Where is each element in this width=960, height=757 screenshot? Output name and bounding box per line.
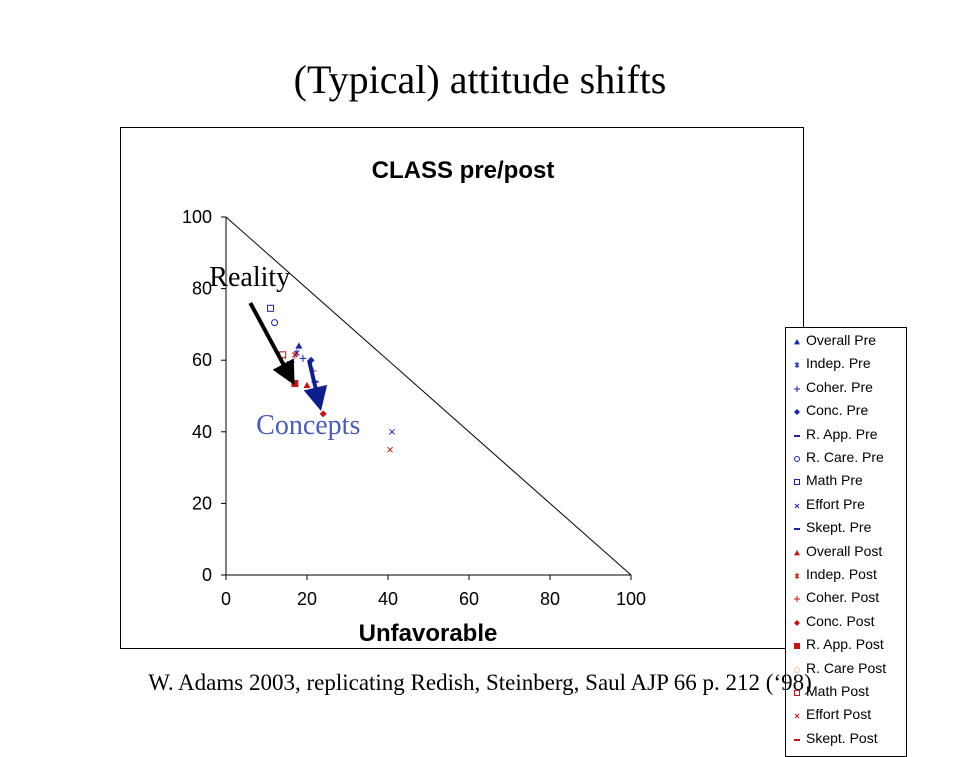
legend-item-effort-post: Effort Post bbox=[786, 704, 908, 727]
y-tick-label-20: 20 bbox=[192, 493, 212, 513]
legend-marker-r-care-post bbox=[794, 666, 800, 673]
point-conc-post bbox=[319, 410, 327, 418]
reality-label: Reality bbox=[209, 261, 291, 293]
legend-label: Math Pre bbox=[806, 472, 863, 489]
legend-marker-r-app-post bbox=[794, 643, 800, 650]
legend-item-coher-pre: Coher. Pre bbox=[786, 377, 908, 400]
legend-label: Skept. Pre bbox=[806, 519, 872, 536]
point-r-app-post bbox=[291, 379, 299, 387]
legend-label: Effort Post bbox=[806, 706, 872, 723]
point-indep-post bbox=[291, 351, 298, 359]
legend-item-effort-pre: Effort Pre bbox=[786, 494, 908, 517]
legend-marker-r-app-pre bbox=[794, 434, 800, 437]
legend-marker-coher-post bbox=[794, 596, 800, 603]
point-coher-pre bbox=[299, 354, 307, 362]
reference-line bbox=[225, 216, 632, 576]
x-tick-label-60: 60 bbox=[459, 589, 479, 609]
legend-marker-math-post bbox=[794, 690, 800, 696]
legend-marker-skept-post bbox=[794, 738, 800, 741]
legend-marker-indep-pre bbox=[794, 362, 800, 369]
legend-marker-conc-pre bbox=[794, 409, 800, 416]
legend-marker-overall-post bbox=[794, 549, 800, 555]
legend-label: Conc. Pre bbox=[806, 402, 869, 419]
legend-item-conc-post: Conc. Post bbox=[786, 611, 908, 634]
legend-marker-effort-post bbox=[794, 714, 800, 719]
legend-item-r-app-pre: R. App. Pre bbox=[786, 424, 908, 447]
x-tick-label-80: 80 bbox=[540, 589, 560, 609]
x-tick-label-100: 100 bbox=[616, 589, 646, 609]
legend-marker-r-care-pre bbox=[794, 456, 800, 462]
legend-marker-conc-post bbox=[794, 619, 800, 626]
y-tick-label-80: 80 bbox=[192, 279, 212, 299]
x-axis-label: Unfavorable bbox=[359, 620, 498, 647]
point-effort-post bbox=[387, 446, 393, 453]
slide-title: (Typical) attitude shifts bbox=[293, 57, 667, 102]
legend-label: Math Post bbox=[806, 683, 870, 699]
legend-item-math-pre: Math Pre bbox=[786, 470, 908, 493]
x-tick-label-20: 20 bbox=[297, 589, 317, 609]
legend-marker-indep-post bbox=[794, 573, 800, 579]
legend-item-r-care-pre: R. Care. Pre bbox=[786, 447, 908, 470]
x-tick-label-0: 0 bbox=[221, 589, 231, 609]
legend-marker-coher-pre bbox=[794, 385, 800, 392]
y-tick-label-0: 0 bbox=[202, 565, 212, 585]
point-r-care-pre bbox=[271, 319, 279, 327]
legend-item-overall-pre: Overall Pre bbox=[786, 330, 908, 353]
legend-label: Conc. Post bbox=[806, 612, 875, 629]
legend-item-math-post: Math Post bbox=[786, 681, 908, 704]
point-overall-post bbox=[303, 381, 311, 389]
legend-item-skept-post: Skept. Post bbox=[786, 728, 908, 751]
legend-label: Overall Post bbox=[806, 542, 883, 559]
y-tick-label-60: 60 bbox=[192, 350, 212, 370]
legend-label: Skept. Post bbox=[806, 729, 878, 746]
legend-item-indep-post: Indep. Post bbox=[786, 564, 908, 587]
legend-marker-math-pre bbox=[794, 479, 800, 486]
legend-item-r-app-post: R. App. Post bbox=[786, 634, 908, 657]
legend-label: R. Care Post bbox=[806, 659, 887, 676]
point-overall-pre bbox=[295, 342, 303, 349]
reality-arrow bbox=[248, 301, 295, 386]
legend-label: Coher. Post bbox=[806, 589, 880, 606]
x-tick-label-40: 40 bbox=[378, 589, 398, 609]
legend-label: R. Care. Pre bbox=[806, 449, 884, 465]
legend-item-overall-post: Overall Post bbox=[786, 541, 908, 564]
point-effort-pre bbox=[389, 428, 395, 435]
legend-label: Overall Pre bbox=[806, 332, 877, 348]
legend-marker-effort-pre bbox=[794, 503, 800, 509]
legend-label: Effort Pre bbox=[806, 495, 865, 512]
legend-item-indep-pre: Indep. Pre bbox=[786, 353, 908, 376]
concepts-label: Concepts bbox=[256, 410, 361, 442]
point-math-pre bbox=[267, 304, 275, 312]
legend-label: R. App. Pre bbox=[806, 425, 878, 442]
legend-label: Coher. Pre bbox=[806, 378, 873, 395]
legend-label: R. App. Post bbox=[806, 636, 884, 653]
legend-label: Indep. Post bbox=[806, 566, 877, 582]
legend-item-r-care-post: R. Care Post bbox=[786, 658, 908, 681]
y-tick-label-40: 40 bbox=[192, 422, 212, 442]
legend-item-skept-pre: Skept. Pre bbox=[786, 517, 908, 540]
chart-title: CLASS pre/post bbox=[372, 157, 555, 184]
chart-frame: CLASS pre/post Unfavorable 0 20 40 60 80 100 0 20… bbox=[120, 127, 907, 757]
legend-item-conc-pre: Conc. Pre bbox=[786, 400, 908, 423]
legend-label: Indep. Pre bbox=[806, 355, 871, 372]
chart-plot: CLASS pre/post Unfavorable 0 20 40 60 80 100 0 20… bbox=[182, 157, 646, 647]
legend-item-coher-post: Coher. Post bbox=[786, 587, 908, 610]
legend-marker-skept-pre bbox=[794, 528, 800, 531]
footer-caption: W. Adams 2003, replicating Redish, Stein… bbox=[148, 670, 812, 695]
concepts-arrow bbox=[303, 359, 328, 411]
y-tick-label-100: 100 bbox=[182, 207, 212, 227]
legend-marker-overall-pre bbox=[794, 339, 800, 345]
